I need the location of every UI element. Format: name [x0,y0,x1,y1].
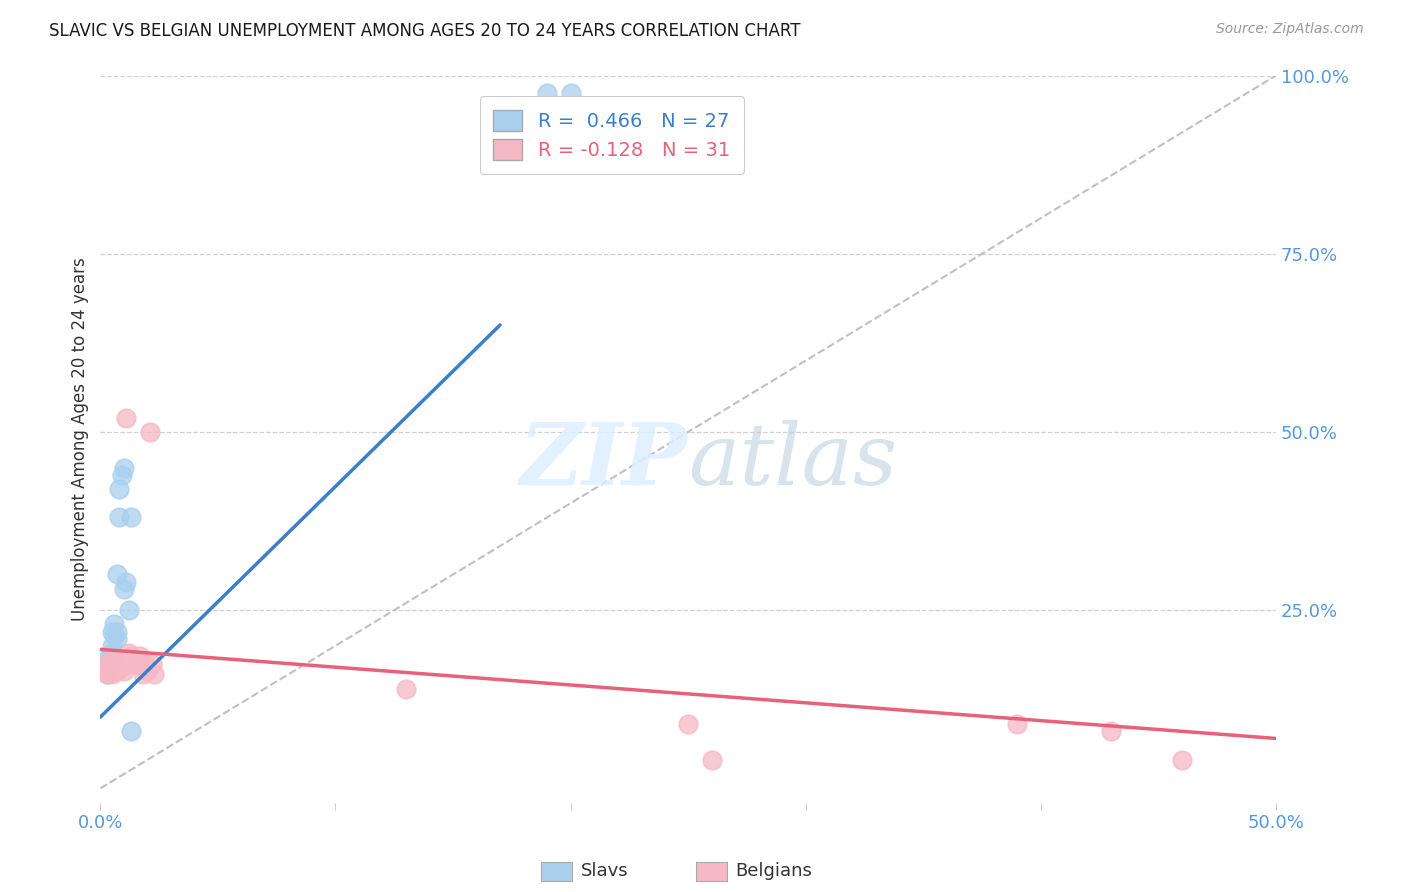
Point [536,87,558,101]
Point [1099,724,1122,739]
Point [101,653,124,667]
Y-axis label: Unemployment Among Ages 20 to 24 years: Unemployment Among Ages 20 to 24 years [72,257,89,621]
Point [131,667,153,681]
Point [105,664,128,678]
Point [98,660,121,674]
Point [127,653,149,667]
Point [96,667,118,681]
Point [115,410,138,425]
Point [1171,753,1194,767]
Point [560,87,582,101]
Point [124,657,146,671]
Point [94,653,117,667]
Point [120,649,142,664]
Point [143,667,166,681]
Point [96,664,118,678]
Point [1007,717,1029,731]
Text: SLAVIC VS BELGIAN UNEMPLOYMENT AMONG AGES 20 TO 24 YEARS CORRELATION CHART: SLAVIC VS BELGIAN UNEMPLOYMENT AMONG AGE… [49,22,800,40]
Point [120,510,142,524]
Point [136,664,159,678]
Point [112,460,135,475]
Point [94,664,117,678]
Point [98,660,121,674]
Point [700,753,723,767]
Point [96,667,118,681]
Text: Source: ZipAtlas.com: Source: ZipAtlas.com [1216,22,1364,37]
Point [96,657,118,671]
Point [115,574,138,589]
Point [103,628,125,642]
Point [103,653,125,667]
Point [98,653,121,667]
Text: atlas: atlas [688,419,897,502]
Point [129,649,152,664]
Point [120,724,142,739]
Point [676,717,699,731]
Point [110,467,132,482]
Point [117,603,139,617]
Text: ZIP: ZIP [520,419,688,502]
Point [105,567,128,582]
Point [141,657,163,671]
Point [138,425,160,439]
Point [395,681,418,696]
Point [108,510,131,524]
Point [91,660,114,674]
Point [105,632,128,646]
Point [134,657,156,671]
Point [94,660,117,674]
Point [117,646,139,660]
Point [105,624,128,639]
Point [98,657,121,671]
Point [91,657,114,671]
Point [112,664,135,678]
Point [110,660,132,674]
Point [101,646,124,660]
Legend: R =  0.466   N = 27, R = -0.128   N = 31: R = 0.466 N = 27, R = -0.128 N = 31 [479,96,744,174]
Point [108,657,131,671]
Point [103,657,125,671]
Point [103,617,125,632]
Point [112,582,135,596]
Point [101,624,124,639]
Point [108,482,131,496]
Text: Belgians: Belgians [735,863,813,880]
Point [101,639,124,653]
Point [101,667,124,681]
Text: Slavs: Slavs [581,863,628,880]
